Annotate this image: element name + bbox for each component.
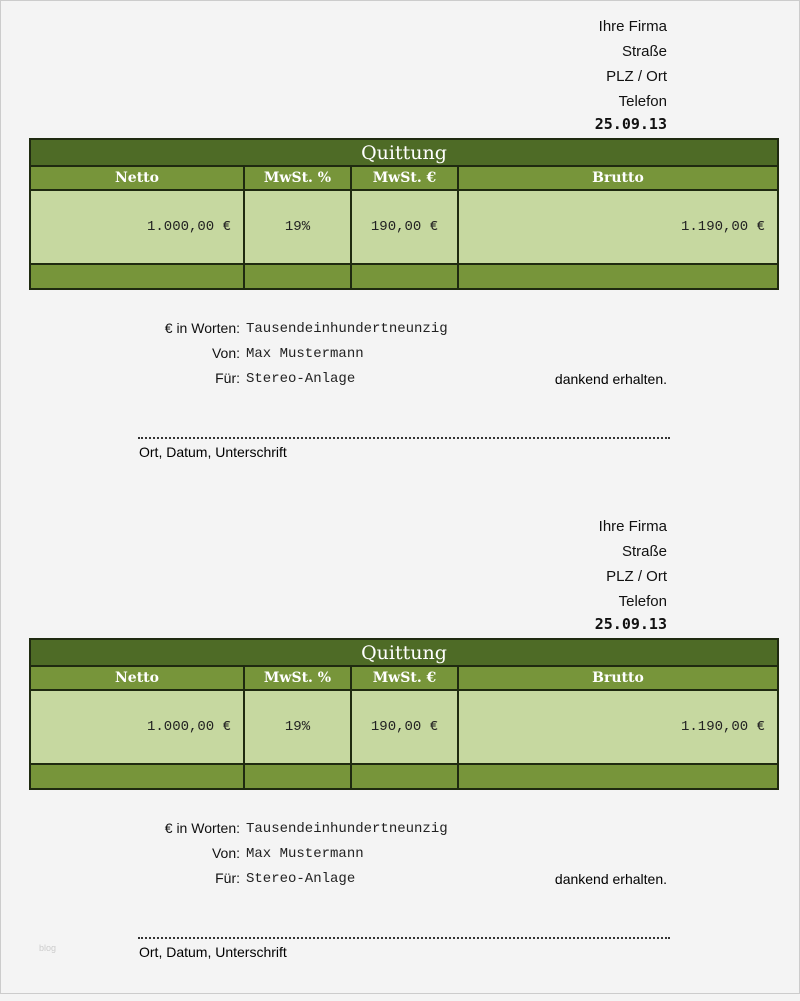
header-brutto: Brutto [457,665,779,691]
receipt: Ihre Firma Straße PLZ / Ort Telefon 25.0… [1,1,800,501]
value-mwst-percent: 19% [243,689,352,765]
footer-cell [457,263,779,290]
company-city: PLZ / Ort [606,68,667,85]
footer-cell [29,763,245,790]
company-street: Straße [621,543,667,560]
receipt-table: Quittung Netto MwSt. % MwSt. € Brutto 1.… [29,138,779,290]
watermark: blog [39,943,57,953]
company-name: Ihre Firma [598,18,667,35]
from-value: Max Mustermann [246,346,364,362]
footer-cell [243,263,352,290]
footer-cell [350,263,459,290]
receipt-date: 25.09.13 [594,115,667,133]
company-city: PLZ / Ort [606,568,667,585]
receipt-date: 25.09.13 [594,615,667,633]
header-netto: Netto [29,165,245,191]
footer-cell [350,763,459,790]
value-mwst-euro: 190,00 € [350,189,459,265]
company-street: Straße [621,43,667,60]
value-mwst-euro: 190,00 € [350,689,459,765]
signature-label: Ort, Datum, Unterschrift [139,444,287,460]
company-name: Ihre Firma [598,518,667,535]
signature-label: Ort, Datum, Unterschrift [139,944,287,960]
header-mwst-euro: MwSt. € [350,665,459,691]
for-value: Stereo-Anlage [246,371,356,387]
header-mwst-percent: MwSt. % [243,665,352,691]
footer-cell [457,763,779,790]
value-mwst-percent: 19% [243,189,352,265]
from-label: Von: [211,345,240,361]
receipt-title: Quittung [29,638,779,667]
from-value: Max Mustermann [246,846,364,862]
header-brutto: Brutto [457,165,779,191]
value-brutto: 1.190,00 € [457,689,779,765]
company-phone: Telefon [618,593,667,610]
value-netto: 1.000,00 € [29,189,245,265]
header-netto: Netto [29,665,245,691]
signature-line [138,437,670,439]
words-value: Tausendeinhundertneunzig [246,821,448,837]
receipt-title: Quittung [29,138,779,167]
words-label: € in Worten: [164,320,240,336]
for-value: Stereo-Anlage [246,871,356,887]
from-label: Von: [211,845,240,861]
footer-cell [243,763,352,790]
for-label: Für: [215,370,240,386]
thanks-text: dankend erhalten. [554,871,667,887]
receipt-table: Quittung Netto MwSt. % MwSt. € Brutto 1.… [29,638,779,790]
signature-line [138,937,670,939]
footer-cell [29,263,245,290]
for-label: Für: [215,870,240,886]
header-mwst-euro: MwSt. € [350,165,459,191]
receipt: Ihre Firma Straße PLZ / Ort Telefon 25.0… [1,501,800,1001]
header-mwst-percent: MwSt. % [243,165,352,191]
value-brutto: 1.190,00 € [457,189,779,265]
words-value: Tausendeinhundertneunzig [246,321,448,337]
company-phone: Telefon [618,93,667,110]
value-netto: 1.000,00 € [29,689,245,765]
thanks-text: dankend erhalten. [554,371,667,387]
words-label: € in Worten: [164,820,240,836]
